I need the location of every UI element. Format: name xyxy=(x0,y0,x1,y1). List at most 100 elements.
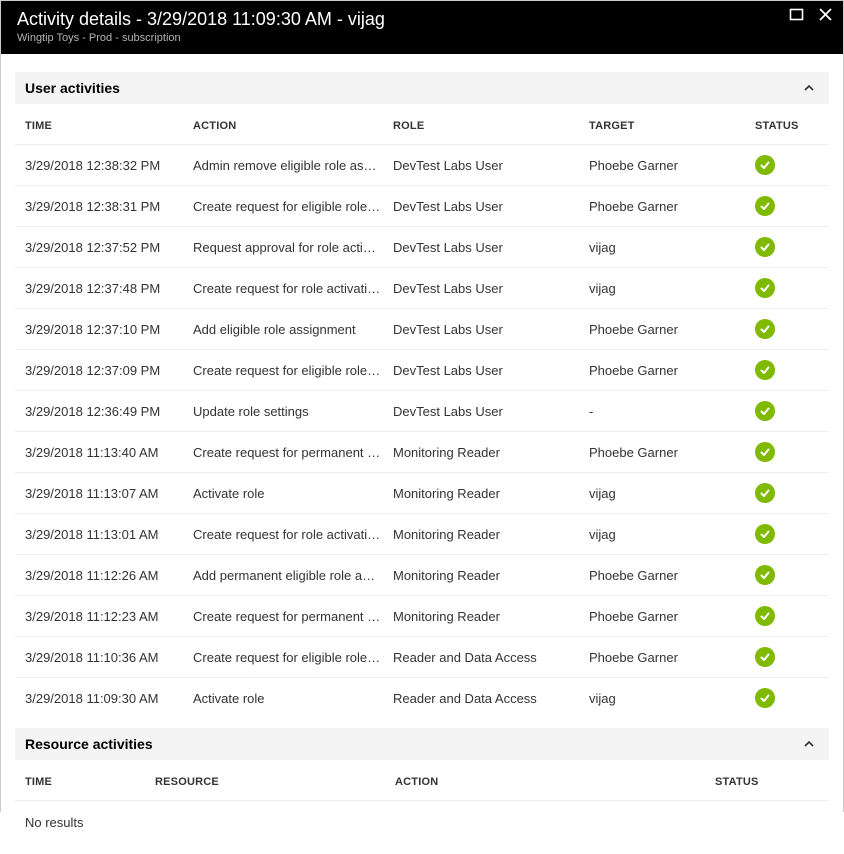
cell-status xyxy=(755,319,815,339)
cell-role: DevTest Labs User xyxy=(393,240,589,255)
cell-status xyxy=(755,237,815,257)
table-header: TIME RESOURCE ACTION STATUS xyxy=(15,760,829,800)
table-header: TIME ACTION ROLE TARGET STATUS xyxy=(15,104,829,144)
cell-target: vijag xyxy=(589,486,755,501)
col-header-action[interactable]: ACTION xyxy=(193,120,393,132)
cell-action: Add eligible role assignment xyxy=(193,322,393,337)
cell-role: Monitoring Reader xyxy=(393,568,589,583)
cell-time: 3/29/2018 11:12:23 AM xyxy=(25,609,193,624)
cell-action: Create request for permanent elig… xyxy=(193,609,393,624)
resource-activities-table: TIME RESOURCE ACTION STATUS No results xyxy=(15,760,829,844)
cell-target: Phoebe Garner xyxy=(589,199,755,214)
cell-time: 3/29/2018 12:37:10 PM xyxy=(25,322,193,337)
checkmark-icon xyxy=(755,401,775,421)
cell-status xyxy=(755,483,815,503)
table-row[interactable]: 3/29/2018 11:12:23 AMCreate request for … xyxy=(15,595,829,636)
cell-role: Monitoring Reader xyxy=(393,609,589,624)
checkmark-icon xyxy=(755,442,775,462)
cell-role: DevTest Labs User xyxy=(393,404,589,419)
table-row[interactable]: 3/29/2018 12:38:32 PMAdmin remove eligib… xyxy=(15,144,829,185)
table-row[interactable]: 3/29/2018 11:13:40 AMCreate request for … xyxy=(15,431,829,472)
checkmark-icon xyxy=(755,237,775,257)
user-activities-table: TIME ACTION ROLE TARGET STATUS 3/29/2018… xyxy=(15,104,829,718)
blade-subtitle: Wingtip Toys - Prod - subscription xyxy=(17,32,827,44)
checkmark-icon xyxy=(755,360,775,380)
cell-time: 3/29/2018 11:13:07 AM xyxy=(25,486,193,501)
checkmark-icon xyxy=(755,155,775,175)
cell-role: DevTest Labs User xyxy=(393,363,589,378)
table-row[interactable]: 3/29/2018 12:37:10 PMAdd eligible role a… xyxy=(15,308,829,349)
checkmark-icon xyxy=(755,688,775,708)
blade-title: Activity details - 3/29/2018 11:09:30 AM… xyxy=(17,9,827,30)
col-header-time[interactable]: TIME xyxy=(25,120,193,132)
cell-target: Phoebe Garner xyxy=(589,445,755,460)
section-title: User activities xyxy=(25,80,120,96)
cell-role: DevTest Labs User xyxy=(393,281,589,296)
col-header-time[interactable]: TIME xyxy=(25,776,155,788)
cell-status xyxy=(755,196,815,216)
cell-target: Phoebe Garner xyxy=(589,568,755,583)
cell-status xyxy=(755,647,815,667)
col-header-status[interactable]: STATUS xyxy=(755,120,815,132)
cell-role: Reader and Data Access xyxy=(393,650,589,665)
col-header-status[interactable]: STATUS xyxy=(715,776,795,788)
table-row[interactable]: 3/29/2018 12:36:49 PMUpdate role setting… xyxy=(15,390,829,431)
table-row[interactable]: 3/29/2018 12:37:48 PMCreate request for … xyxy=(15,267,829,308)
cell-target: Phoebe Garner xyxy=(589,650,755,665)
checkmark-icon xyxy=(755,606,775,626)
cell-target: Phoebe Garner xyxy=(589,158,755,173)
table-row[interactable]: 3/29/2018 11:12:26 AMAdd permanent eligi… xyxy=(15,554,829,595)
checkmark-icon xyxy=(755,278,775,298)
cell-time: 3/29/2018 12:37:48 PM xyxy=(25,281,193,296)
cell-time: 3/29/2018 12:38:31 PM xyxy=(25,199,193,214)
cell-role: Monitoring Reader xyxy=(393,445,589,460)
chevron-up-icon xyxy=(803,82,815,94)
cell-time: 3/29/2018 11:13:01 AM xyxy=(25,527,193,542)
cell-action: Create request for role activation xyxy=(193,281,393,296)
cell-action: Admin remove eligible role assign… xyxy=(193,158,393,173)
col-header-role[interactable]: ROLE xyxy=(393,120,589,132)
cell-target: vijag xyxy=(589,527,755,542)
cell-target: vijag xyxy=(589,281,755,296)
restore-icon[interactable] xyxy=(789,7,804,26)
cell-action: Activate role xyxy=(193,486,393,501)
cell-status xyxy=(755,524,815,544)
table-row[interactable]: 3/29/2018 11:13:07 AMActivate roleMonito… xyxy=(15,472,829,513)
cell-target: - xyxy=(589,404,755,419)
table-row[interactable]: 3/29/2018 12:38:31 PMCreate request for … xyxy=(15,185,829,226)
table-row[interactable]: 3/29/2018 12:37:52 PMRequest approval fo… xyxy=(15,226,829,267)
cell-role: Reader and Data Access xyxy=(393,691,589,706)
col-header-action[interactable]: ACTION xyxy=(395,776,715,788)
table-row[interactable]: 3/29/2018 11:09:30 AMActivate roleReader… xyxy=(15,677,829,718)
cell-status xyxy=(755,155,815,175)
table-row[interactable]: 3/29/2018 12:37:09 PMCreate request for … xyxy=(15,349,829,390)
cell-action: Activate role xyxy=(193,691,393,706)
close-icon[interactable] xyxy=(818,7,833,26)
section-header-resource-activities[interactable]: Resource activities xyxy=(15,728,829,760)
section-header-user-activities[interactable]: User activities xyxy=(15,72,829,104)
cell-status xyxy=(755,606,815,626)
checkmark-icon xyxy=(755,319,775,339)
cell-status xyxy=(755,401,815,421)
cell-role: DevTest Labs User xyxy=(393,322,589,337)
col-header-target[interactable]: TARGET xyxy=(589,120,755,132)
table-row[interactable]: 3/29/2018 11:10:36 AMCreate request for … xyxy=(15,636,829,677)
cell-action: Update role settings xyxy=(193,404,393,419)
cell-time: 3/29/2018 11:09:30 AM xyxy=(25,691,193,706)
cell-status xyxy=(755,360,815,380)
cell-status xyxy=(755,688,815,708)
cell-action: Create request for eligible role ass… xyxy=(193,363,393,378)
cell-action: Add permanent eligible role assig… xyxy=(193,568,393,583)
checkmark-icon xyxy=(755,483,775,503)
cell-target: vijag xyxy=(589,691,755,706)
cell-action: Create request for eligible role re… xyxy=(193,650,393,665)
cell-status xyxy=(755,442,815,462)
col-header-resource[interactable]: RESOURCE xyxy=(155,776,395,788)
cell-role: Monitoring Reader xyxy=(393,486,589,501)
cell-target: vijag xyxy=(589,240,755,255)
cell-action: Request approval for role activation xyxy=(193,240,393,255)
cell-time: 3/29/2018 11:10:36 AM xyxy=(25,650,193,665)
table-row[interactable]: 3/29/2018 11:13:01 AMCreate request for … xyxy=(15,513,829,554)
cell-role: DevTest Labs User xyxy=(393,158,589,173)
checkmark-icon xyxy=(755,524,775,544)
